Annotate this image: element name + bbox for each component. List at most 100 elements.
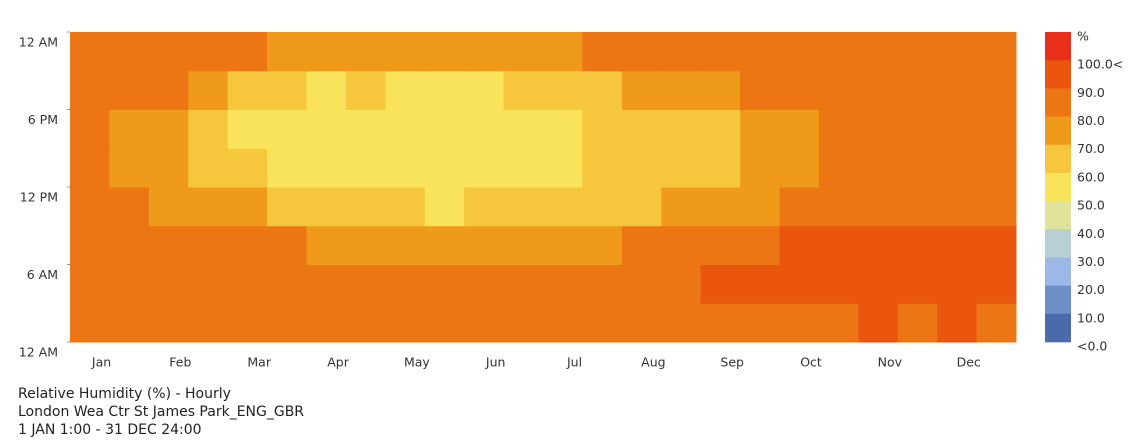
heat-cell xyxy=(937,109,978,149)
heat-cell xyxy=(188,32,229,72)
heat-cell xyxy=(503,70,544,110)
heat-cell xyxy=(464,109,505,149)
heat-cell xyxy=(661,303,702,343)
heat-cell xyxy=(858,70,899,110)
heat-cell xyxy=(858,225,899,265)
heat-cell xyxy=(70,109,110,149)
heat-cell xyxy=(306,303,347,343)
heat-cell xyxy=(740,109,780,149)
heat-cell xyxy=(267,70,307,110)
heat-cell xyxy=(779,264,820,304)
heat-cell xyxy=(503,225,544,265)
heat-cell xyxy=(464,32,505,72)
heat-cell xyxy=(858,109,899,149)
legend-label: 60.0 xyxy=(1077,169,1105,184)
heat-cell xyxy=(661,225,702,265)
heat-cell xyxy=(661,109,702,149)
heat-cell xyxy=(503,148,544,188)
heat-cell xyxy=(858,32,899,72)
heat-cell xyxy=(858,148,899,188)
heat-cell xyxy=(70,303,110,343)
chart-title: Relative Humidity (%) - Hourly xyxy=(18,386,231,402)
heat-cell xyxy=(424,148,465,188)
chart-subtitle: London Wea Ctr St James Park_ENG_GBR xyxy=(18,404,304,420)
heat-cell xyxy=(385,264,426,304)
heat-cell xyxy=(464,264,505,304)
legend-swatch xyxy=(1045,88,1071,117)
heat-cell xyxy=(345,148,386,188)
heat-cell xyxy=(818,32,859,72)
heat-cell xyxy=(818,264,859,304)
legend-title: % xyxy=(1077,29,1089,44)
heat-cell xyxy=(267,109,307,149)
heat-cell xyxy=(582,109,623,149)
y-tick-label: 12 AM xyxy=(19,345,58,360)
heat-cell xyxy=(306,148,347,188)
heat-cell xyxy=(306,70,347,110)
legend-label: 80.0 xyxy=(1077,113,1105,128)
heat-cell xyxy=(227,225,268,265)
x-tick-label: Jun xyxy=(485,355,506,370)
x-tick-label: Apr xyxy=(327,355,349,370)
legend-label: 70.0 xyxy=(1077,141,1105,156)
heat-cell xyxy=(188,187,229,227)
heat-cell xyxy=(148,264,189,304)
legend-label: <0.0 xyxy=(1077,339,1107,354)
heat-cell xyxy=(779,70,820,110)
heat-cell xyxy=(424,264,465,304)
heat-cell xyxy=(267,148,307,188)
heat-cell xyxy=(464,70,505,110)
y-tick-label: 6 PM xyxy=(28,112,58,127)
heat-cell xyxy=(148,148,189,188)
heat-cell xyxy=(385,303,426,343)
heat-cell xyxy=(306,187,347,227)
heat-cell xyxy=(503,187,544,227)
heat-cell xyxy=(779,225,820,265)
heat-cell xyxy=(621,148,662,188)
heat-cell xyxy=(267,264,307,304)
heat-cell xyxy=(345,187,386,227)
heat-cell xyxy=(976,148,1017,188)
heat-cell xyxy=(582,187,623,227)
heat-cell xyxy=(306,109,347,149)
heat-cell xyxy=(897,148,938,188)
heat-cell xyxy=(464,187,505,227)
heat-cell xyxy=(779,32,820,72)
heat-cell xyxy=(385,148,426,188)
heat-cell xyxy=(109,32,150,72)
heat-cell xyxy=(937,148,978,188)
heat-cell xyxy=(976,32,1017,72)
heat-cell xyxy=(70,187,110,227)
heat-cell xyxy=(818,70,859,110)
heat-cell xyxy=(621,264,662,304)
x-tick-label: Sep xyxy=(720,355,744,370)
heat-cell xyxy=(976,109,1017,149)
heat-cell xyxy=(148,32,189,72)
legend-swatch xyxy=(1045,116,1071,146)
heat-cell xyxy=(345,70,386,110)
heat-cell xyxy=(188,109,229,149)
heat-cell xyxy=(267,303,307,343)
heat-cell xyxy=(70,225,110,265)
heat-cell xyxy=(700,264,741,304)
heat-cell xyxy=(543,148,583,188)
legend-swatch xyxy=(1045,229,1071,258)
heat-cell xyxy=(188,303,229,343)
heat-cell xyxy=(937,303,978,343)
heat-cell xyxy=(464,148,505,188)
heat-cell xyxy=(70,32,110,72)
y-tick-label: 12 PM xyxy=(20,190,58,205)
legend-label: 10.0 xyxy=(1077,310,1105,325)
heat-cell xyxy=(227,32,268,72)
heat-cell xyxy=(621,225,662,265)
heat-cell xyxy=(779,187,820,227)
heat-cell xyxy=(464,225,505,265)
heat-cell xyxy=(306,32,347,72)
heat-cell xyxy=(345,264,386,304)
heat-cell xyxy=(661,264,702,304)
legend-label: 30.0 xyxy=(1077,254,1105,269)
heat-cell xyxy=(818,187,859,227)
heat-cell xyxy=(700,225,741,265)
heat-cell xyxy=(858,187,899,227)
legend-swatch xyxy=(1045,201,1071,230)
